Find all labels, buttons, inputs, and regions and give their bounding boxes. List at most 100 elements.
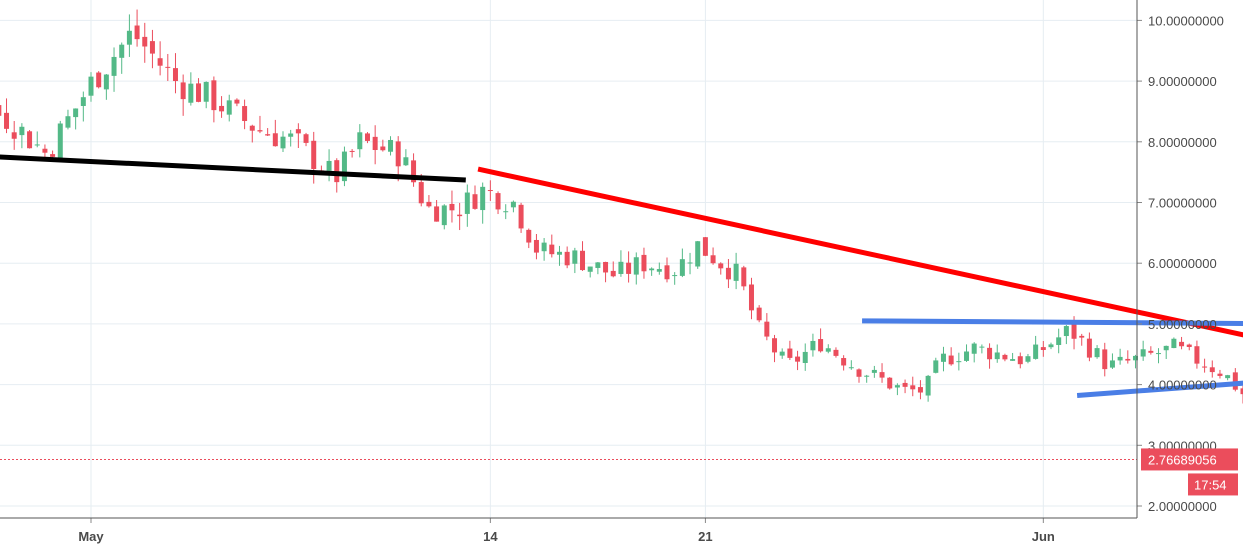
candle-body: [426, 201, 432, 207]
candle-body: [372, 136, 378, 151]
candle-body: [0, 105, 2, 116]
candle-body: [725, 267, 731, 280]
candle-body: [1240, 388, 1243, 395]
candle-body: [96, 72, 102, 88]
y-tick-label: 10.00000000: [1148, 13, 1224, 28]
candle-body: [1202, 366, 1208, 368]
candle-body: [1025, 356, 1031, 362]
candle-body: [472, 194, 478, 209]
y-tick-label: 5.00000000: [1148, 317, 1217, 332]
candle-body: [311, 140, 317, 169]
candle-body: [987, 347, 993, 360]
candle-body: [1140, 349, 1146, 357]
candle-body: [1109, 360, 1115, 368]
candle-body: [618, 261, 624, 274]
y-tick-label: 7.00000000: [1148, 196, 1217, 211]
candle-body: [1079, 335, 1085, 338]
candle-body: [810, 340, 816, 351]
y-tick-label: 4.00000000: [1148, 378, 1217, 393]
candle-body: [1117, 356, 1123, 361]
candle-body: [556, 251, 562, 255]
candle-body: [1232, 372, 1238, 390]
black-trendline: [0, 154, 466, 183]
red-trendline: [477, 166, 1243, 338]
candle-body: [403, 157, 409, 166]
candle-body: [88, 76, 94, 96]
candle-body: [464, 192, 470, 214]
candle-body: [1217, 373, 1223, 376]
countdown-label: 17:54: [1194, 477, 1227, 492]
candle-body: [518, 204, 524, 229]
candle-body: [503, 211, 509, 213]
blue-trendline: [1076, 380, 1243, 399]
candle-body: [833, 349, 839, 356]
candle-body: [979, 346, 985, 348]
last-price-label: 2.76689056: [1148, 452, 1217, 467]
candle-body: [457, 214, 463, 217]
y-tick-label: 8.00000000: [1148, 135, 1217, 150]
candle-body: [219, 105, 225, 112]
candle-body: [1125, 358, 1131, 361]
candle-body: [894, 385, 900, 388]
candle-body: [902, 382, 908, 387]
candle-body: [603, 261, 609, 273]
candle-body: [172, 68, 178, 82]
candle-body: [203, 81, 209, 102]
candle-body: [165, 66, 171, 68]
candle-body: [580, 250, 586, 271]
candle-body: [1040, 347, 1046, 351]
candle-body: [610, 270, 616, 277]
candle-body: [672, 275, 678, 277]
candle-body: [541, 242, 547, 252]
candle-body: [1156, 353, 1162, 355]
countdown-badge: [1188, 473, 1238, 496]
candle-body: [126, 30, 132, 45]
candle-body: [795, 356, 801, 362]
candle-body: [234, 99, 240, 104]
candle-body: [434, 206, 440, 222]
x-tick-label: 14: [483, 529, 498, 544]
candle-body: [4, 112, 10, 129]
candle-body: [157, 58, 163, 66]
candle-body: [841, 358, 847, 366]
candle-body: [42, 148, 48, 153]
candle-body: [856, 369, 862, 377]
candle-body: [1163, 345, 1169, 351]
candle-body: [334, 160, 340, 183]
candle-body: [1094, 348, 1100, 358]
last-price-badge: [1141, 448, 1238, 471]
candle-body: [480, 186, 486, 211]
y-tick-label: 2.00000000: [1148, 499, 1217, 514]
candle-body: [50, 154, 56, 157]
candle-body: [564, 251, 570, 266]
candle-body: [549, 244, 555, 255]
candle-body: [864, 375, 870, 377]
candle-body: [211, 80, 217, 111]
candle-body: [695, 241, 701, 267]
candle-body: [948, 355, 954, 365]
candle-body: [134, 25, 140, 40]
candle-body: [11, 132, 17, 139]
candle-body: [971, 343, 977, 354]
candle-body: [65, 116, 71, 128]
candle-body: [226, 100, 232, 115]
candle-body: [526, 229, 532, 243]
candle-body: [111, 56, 117, 76]
y-tick-label: 6.00000000: [1148, 256, 1217, 271]
candle-body: [925, 375, 931, 396]
candle-body: [818, 339, 824, 352]
candle-body: [103, 74, 109, 90]
candle-body: [341, 151, 347, 182]
candle-body: [510, 201, 516, 208]
candle-body: [80, 97, 86, 106]
candle-body: [242, 106, 248, 122]
candle-body: [917, 387, 923, 393]
candle-body: [702, 237, 708, 256]
candle-body: [1186, 344, 1192, 347]
candle-body: [249, 125, 255, 131]
candle-body: [411, 160, 417, 183]
candle-body: [779, 351, 785, 356]
candle-body: [418, 182, 424, 204]
candle-body: [664, 265, 670, 280]
